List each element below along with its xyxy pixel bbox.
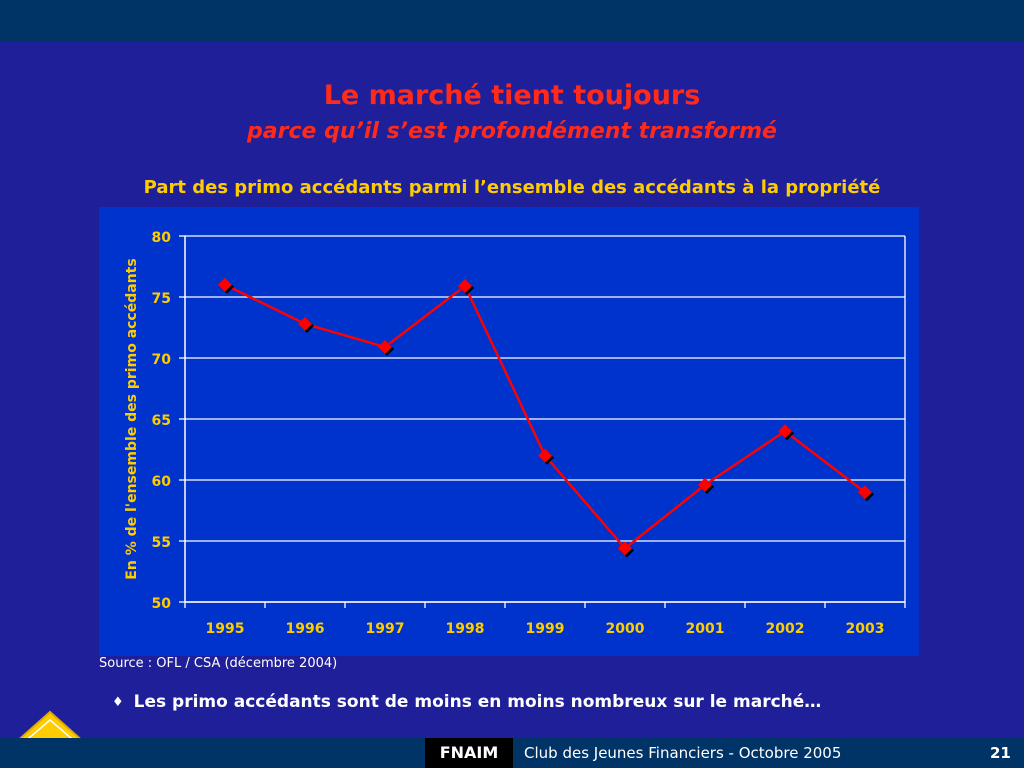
data-point bbox=[698, 477, 712, 492]
x-tick-label: 2003 bbox=[846, 621, 885, 637]
data-point bbox=[858, 485, 872, 500]
x-tick-label: 2000 bbox=[606, 621, 645, 637]
y-tick-label: 60 bbox=[152, 474, 172, 490]
data-point bbox=[298, 316, 312, 331]
y-tick-label: 70 bbox=[152, 352, 172, 368]
data-point bbox=[538, 448, 552, 463]
y-tick-label: 75 bbox=[152, 291, 171, 307]
line-chart: 50 55 60 65 70 75 80 1995 1996 1997 1998 1999 2000 20… bbox=[124, 230, 906, 637]
y-tick-label: 50 bbox=[152, 596, 172, 612]
bullet-point: ♦ Les primo accédants sont de moins en mo… bbox=[112, 690, 821, 715]
footer-bar: FNAIM Club des Jeunes Financiers - Octob… bbox=[0, 738, 1024, 768]
x-tick-label: 1995 bbox=[206, 621, 245, 637]
page-number: 21 bbox=[990, 744, 1011, 762]
data-point bbox=[378, 340, 392, 355]
diamond-bullet-icon: ♦ bbox=[112, 695, 124, 710]
data-point bbox=[778, 424, 792, 439]
chart-area: 50 55 60 65 70 75 80 1995 1996 1997 1998 1999 2000 20… bbox=[99, 207, 919, 656]
x-tick-label: 2002 bbox=[766, 621, 805, 637]
top-bar bbox=[0, 0, 1024, 42]
x-tick-label: 2001 bbox=[686, 621, 725, 637]
footer-event: Club des Jeunes Financiers - Octobre 200… bbox=[524, 744, 842, 762]
data-point bbox=[458, 279, 472, 294]
footer-brand: FNAIM bbox=[425, 738, 513, 768]
series-line bbox=[224, 283, 866, 551]
data-point bbox=[618, 541, 632, 556]
x-tick-label: 1999 bbox=[526, 621, 565, 637]
x-tick-label: 1997 bbox=[366, 621, 405, 637]
x-tick-label: 1996 bbox=[286, 621, 325, 637]
chart-heading: Part des primo accédants parmi l’ensembl… bbox=[143, 177, 881, 198]
y-tick-label: 65 bbox=[152, 413, 171, 429]
y-tick-label: 55 bbox=[152, 535, 171, 551]
slide-title: Le marché tient toujours bbox=[323, 80, 701, 111]
slide-subtitle: parce qu’il s’est profondément transform… bbox=[247, 119, 777, 144]
data-point bbox=[218, 277, 232, 292]
x-tick-label: 1998 bbox=[446, 621, 485, 637]
bullet-text: Les primo accédants sont de moins en moi… bbox=[133, 692, 822, 712]
source-note: Source : OFL / CSA (décembre 2004) bbox=[99, 656, 338, 671]
y-tick-label: 80 bbox=[152, 230, 172, 246]
y-axis-title: En % de l'ensemble des primo accédants bbox=[124, 258, 140, 579]
